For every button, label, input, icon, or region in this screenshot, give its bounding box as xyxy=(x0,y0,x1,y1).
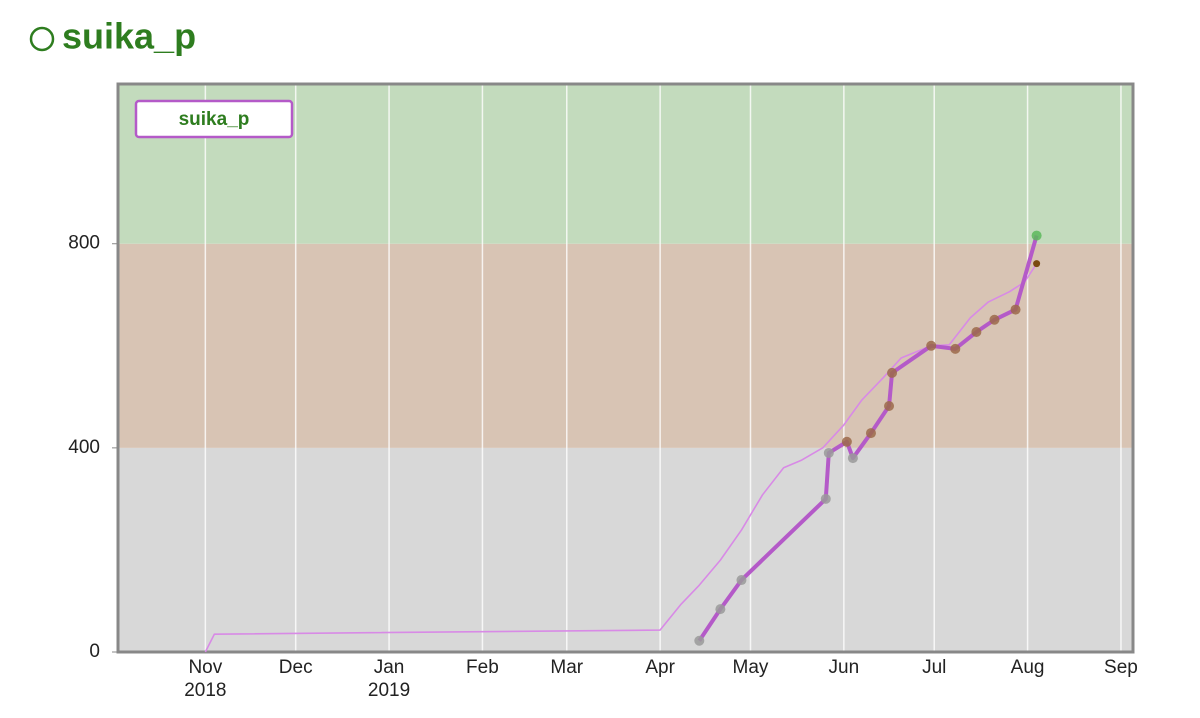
x-tick-label: Feb xyxy=(466,657,499,678)
y-tick-label: 0 xyxy=(89,641,100,662)
rating-point xyxy=(1010,304,1021,315)
rating-band xyxy=(118,243,1133,448)
x-tick-year: 2018 xyxy=(184,680,226,701)
rating-point xyxy=(715,604,726,615)
progress-end xyxy=(1033,260,1041,268)
x-tick-label: Apr xyxy=(645,657,675,678)
legend-label: suika_p xyxy=(179,109,250,130)
x-tick-label: Sep xyxy=(1104,657,1138,678)
rating-point xyxy=(736,575,747,586)
rating-point xyxy=(823,447,834,458)
y-tick-label: 800 xyxy=(68,233,100,254)
x-tick-label: Jan xyxy=(374,657,405,678)
rating-point xyxy=(926,340,937,351)
x-tick-label: Jun xyxy=(829,657,860,678)
legend-box xyxy=(134,99,294,139)
chart-title: suika_p xyxy=(62,16,196,57)
x-tick-label: Mar xyxy=(550,657,583,678)
y-tick-label: 400 xyxy=(68,437,100,458)
rating-point xyxy=(887,367,898,378)
x-tick-year: 2019 xyxy=(368,680,410,701)
rating-point xyxy=(694,635,705,646)
x-tick-label: Jul xyxy=(922,657,946,678)
plot-frame xyxy=(116,82,1135,654)
rating-point xyxy=(1031,230,1042,241)
rating-point xyxy=(820,493,831,504)
rating-point xyxy=(989,314,1000,325)
rating-band xyxy=(118,447,1133,652)
x-tick-label: Nov xyxy=(188,657,222,678)
progress-line xyxy=(204,263,1038,653)
x-tick-label: Dec xyxy=(279,657,313,678)
rating-point xyxy=(841,436,852,447)
rating-point xyxy=(865,428,876,439)
x-tick-label: May xyxy=(733,657,769,678)
rating-point xyxy=(971,327,982,338)
rating-point xyxy=(884,401,895,412)
rank-symbol xyxy=(29,26,55,52)
rating-point xyxy=(950,343,961,354)
x-tick-label: Aug xyxy=(1011,657,1045,678)
rating-point xyxy=(847,453,858,464)
rating-line xyxy=(697,235,1039,642)
